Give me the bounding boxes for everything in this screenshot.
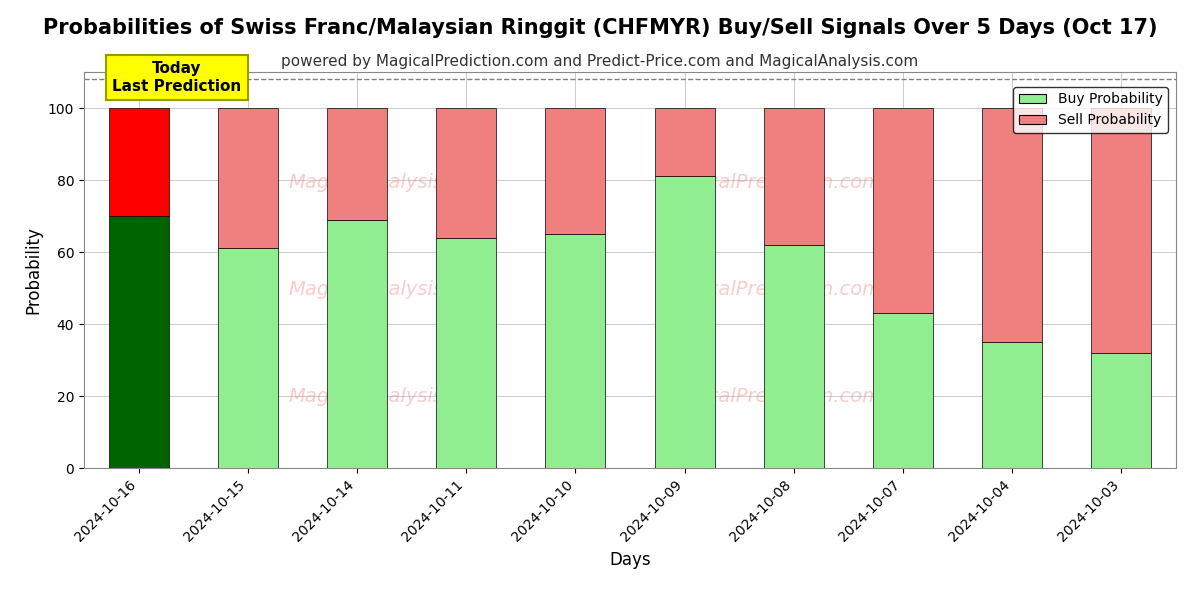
- Bar: [1091, 108, 1152, 353]
- Bar: [217, 248, 278, 468]
- Bar: [872, 313, 934, 468]
- Bar: [872, 108, 934, 313]
- Bar: [217, 108, 278, 248]
- Text: powered by MagicalPrediction.com and Predict-Price.com and MagicalAnalysis.com: powered by MagicalPrediction.com and Pre…: [281, 54, 919, 69]
- Bar: [545, 108, 606, 234]
- Bar: [654, 108, 715, 176]
- Bar: [545, 234, 606, 468]
- Bar: [654, 176, 715, 468]
- Text: Probabilities of Swiss Franc/Malaysian Ringgit (CHFMYR) Buy/Sell Signals Over 5 : Probabilities of Swiss Franc/Malaysian R…: [43, 18, 1157, 38]
- Y-axis label: Probability: Probability: [24, 226, 42, 314]
- Bar: [436, 238, 497, 468]
- Bar: [982, 108, 1043, 342]
- Bar: [108, 108, 169, 216]
- Bar: [763, 108, 824, 245]
- Bar: [436, 108, 497, 238]
- Text: Today
Last Prediction: Today Last Prediction: [112, 61, 241, 94]
- Legend: Buy Probability, Sell Probability: Buy Probability, Sell Probability: [1013, 87, 1168, 133]
- Text: MagicalPrediction.com: MagicalPrediction.com: [662, 173, 882, 193]
- Text: MagicalAnalysis.com: MagicalAnalysis.com: [288, 280, 491, 299]
- Bar: [1091, 353, 1152, 468]
- Text: MagicalPrediction.com: MagicalPrediction.com: [662, 280, 882, 299]
- Text: MagicalPrediction.com: MagicalPrediction.com: [662, 387, 882, 406]
- Text: MagicalAnalysis.com: MagicalAnalysis.com: [288, 173, 491, 193]
- Bar: [326, 220, 388, 468]
- Bar: [326, 108, 388, 220]
- Bar: [108, 216, 169, 468]
- Bar: [763, 245, 824, 468]
- Bar: [982, 342, 1043, 468]
- Text: MagicalAnalysis.com: MagicalAnalysis.com: [288, 387, 491, 406]
- X-axis label: Days: Days: [610, 551, 650, 569]
